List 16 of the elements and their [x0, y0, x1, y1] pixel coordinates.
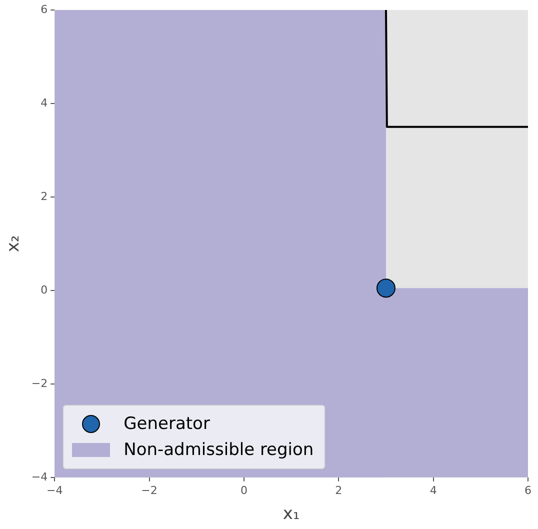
x-tick-label: 2 — [335, 484, 342, 497]
legend-label: Generator — [124, 414, 210, 434]
x-tick-label: −2 — [141, 484, 158, 497]
y-tick-label: 4 — [40, 96, 48, 110]
x-axis-title: x₁ — [282, 504, 300, 524]
band-label: Non-admissible region — [124, 440, 314, 460]
x-tick-label: 4 — [430, 484, 437, 497]
legend-panel: Generator Non-admissible region — [62, 405, 325, 470]
y-tick-label: 6 — [40, 2, 48, 16]
y-tick-label: −4 — [31, 470, 48, 484]
y-tick-label: −2 — [31, 376, 48, 390]
x-tick-label: 0 — [240, 484, 248, 497]
y-tick-label: 0 — [40, 283, 48, 296]
x-tick-label: 6 — [524, 484, 532, 497]
y-tick-label: 2 — [40, 190, 48, 203]
y-axis-title: x₂ — [4, 235, 24, 252]
